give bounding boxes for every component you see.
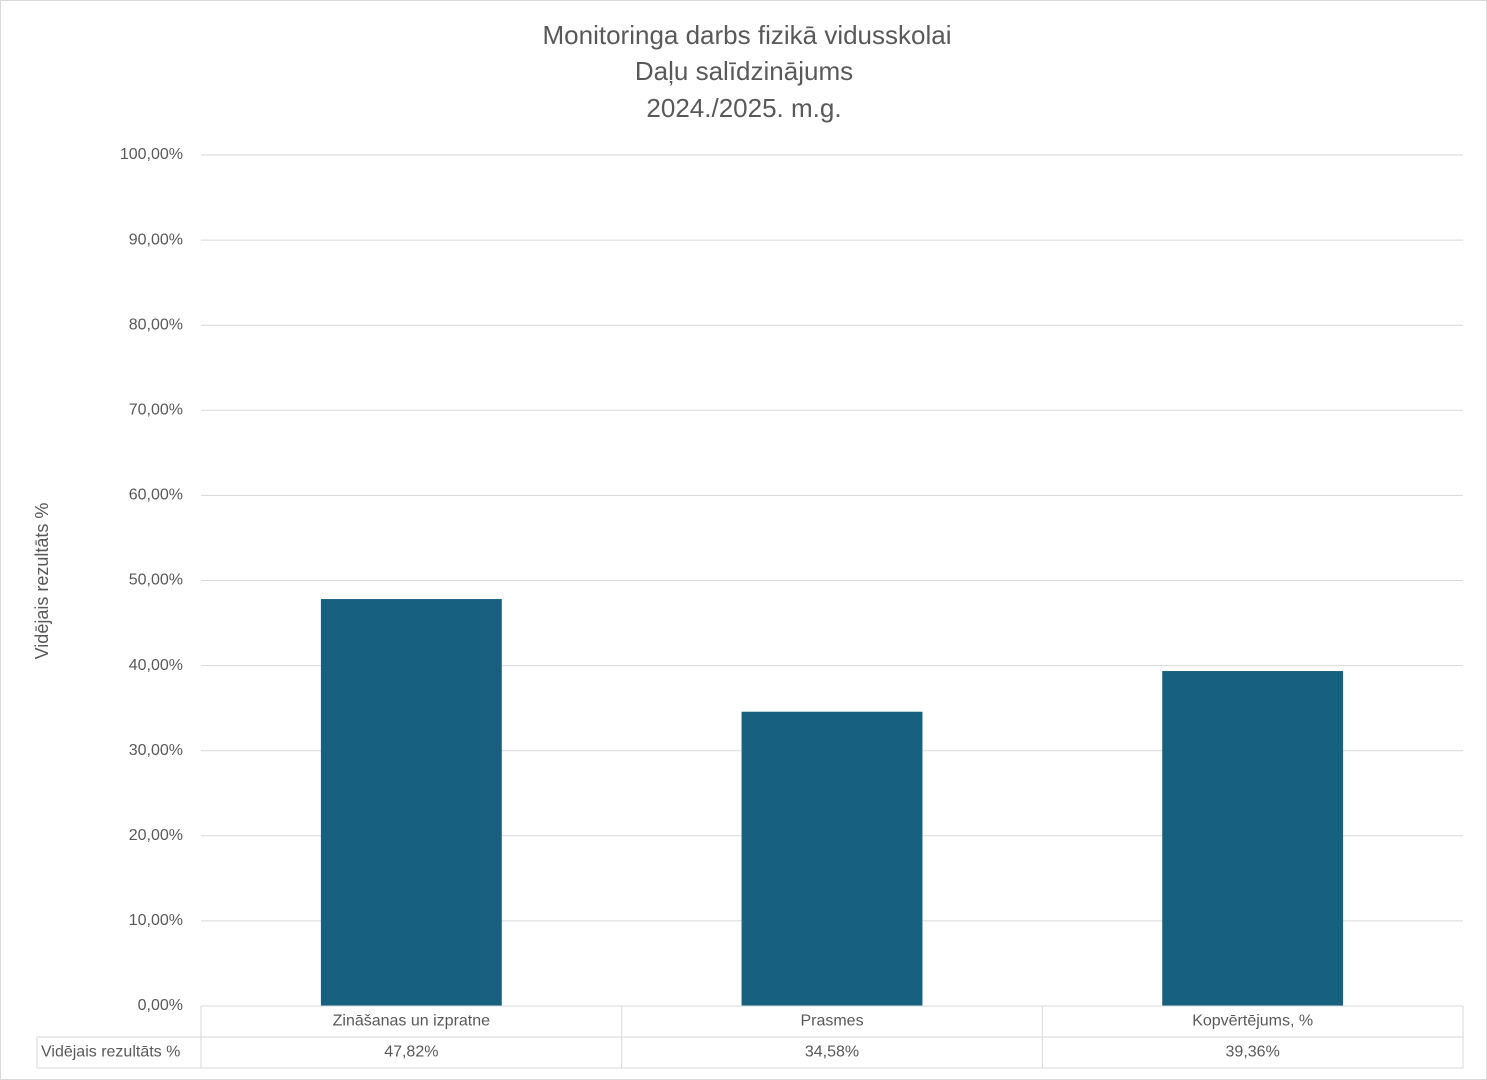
table-value: 47,82% <box>384 1044 438 1061</box>
bar <box>1162 671 1344 1006</box>
x-tick-label: Prasmes <box>800 1013 863 1030</box>
y-axis-label: Vidējais rezultāts % <box>32 503 52 660</box>
y-tick-label: 80,00% <box>129 316 183 333</box>
x-tick-label: Kopvērtējums, % <box>1192 1013 1313 1030</box>
y-tick-label: 10,00% <box>129 912 183 929</box>
table-value: 39,36% <box>1226 1044 1280 1061</box>
y-tick-label: 20,00% <box>129 827 183 844</box>
y-tick-label: 60,00% <box>129 487 183 504</box>
y-tick-label: 70,00% <box>129 402 183 419</box>
y-tick-label: 90,00% <box>129 231 183 248</box>
y-tick-label: 100,00% <box>120 146 183 163</box>
y-tick-label: 0,00% <box>138 997 183 1014</box>
y-tick-label: 40,00% <box>129 657 183 674</box>
bar <box>741 711 923 1006</box>
bar <box>320 599 502 1006</box>
y-tick-label: 30,00% <box>129 742 183 759</box>
chart-title: Daļu salīdzinājums <box>635 56 853 86</box>
legend-label: Vidējais rezultāts % <box>41 1044 180 1061</box>
chart-title: 2024./2025. m.g. <box>646 93 841 123</box>
x-tick-label: Zināšanas un izpratne <box>333 1013 491 1030</box>
y-tick-label: 50,00% <box>129 572 183 589</box>
table-value: 34,58% <box>805 1044 859 1061</box>
chart-title: Monitoringa darbs fizikā vidusskolai <box>543 20 952 50</box>
